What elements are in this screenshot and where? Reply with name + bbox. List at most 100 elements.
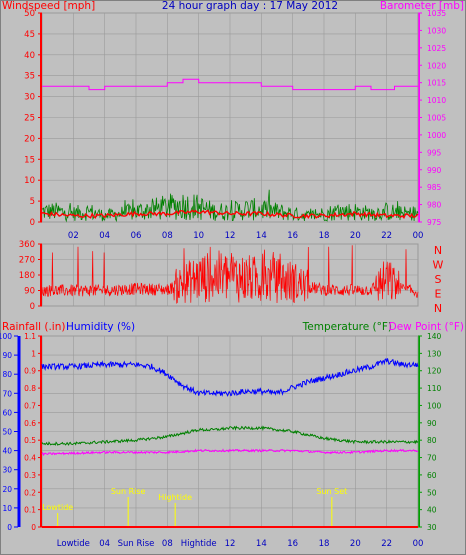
temperature-tick-label: 80: [427, 436, 437, 445]
barometer-tick-label: 1000: [427, 131, 446, 140]
hour-tick-label: 12: [225, 539, 236, 549]
barometer-tick-label: 985: [427, 183, 442, 192]
temperature-tick-label: 140: [427, 332, 442, 341]
compass-direction-label: N: [434, 244, 442, 257]
hour-tick-label: 14: [256, 231, 267, 241]
rain-tick-label: 0: [31, 523, 36, 532]
temperature-tick-label: 60: [427, 471, 437, 480]
temperature-tick-label: 40: [427, 506, 437, 515]
windspeed-tick-label: 20: [24, 134, 35, 144]
rain-tick-label: 0.1: [24, 506, 36, 515]
event-marker-label: Lowtide: [42, 503, 73, 512]
direction-tick-label: 270: [19, 256, 35, 266]
hour-tick-label: 14: [256, 539, 267, 549]
hour-tick-label: 22: [381, 539, 392, 549]
barometer-tick-label: 980: [427, 201, 442, 210]
humidity-tick-label: 80: [2, 370, 12, 379]
dewpoint-trace: [41, 448, 419, 457]
event-marker-label: Sun Set: [316, 487, 347, 496]
event-axis-label: Sun Rise: [118, 539, 155, 549]
compass-direction-label: S: [435, 273, 442, 286]
rain-tick-label: 0.2: [24, 488, 36, 497]
windspeed-tick-label: 15: [24, 155, 35, 165]
humidity-tick-label: 30: [2, 466, 12, 475]
rain-tick-label: 0.6: [24, 419, 36, 428]
rain-tick-label: 0.4: [24, 454, 36, 463]
windspeed-tick-label: 35: [24, 72, 35, 82]
barometer-line: [42, 78, 418, 91]
rain-tick-label: 0.8: [24, 384, 36, 393]
barometer-tick-label: 1025: [427, 44, 446, 53]
barometer-tick-label: 1010: [427, 96, 446, 105]
hour-tick-label: 18: [319, 231, 330, 241]
direction-tick-label: 180: [19, 271, 35, 281]
hour-tick-label: 22: [381, 231, 392, 241]
humidity-tick-label: 70: [2, 389, 12, 398]
compass-direction-label: E: [435, 288, 442, 301]
temperature-tick-label: 90: [427, 419, 437, 428]
humidity-trace: [41, 358, 419, 397]
hour-tick-label: 04: [99, 539, 110, 549]
direction-tick-label: 0: [30, 302, 35, 312]
temperature-tick-label: 70: [427, 454, 437, 463]
compass-direction-label: N: [434, 302, 442, 315]
event-axis-label: Lowtide: [57, 539, 90, 549]
dewpoint-axis-title: Dew Point (°F): [389, 321, 464, 333]
temperature-trace: [41, 425, 419, 446]
humidity-tick-label: 50: [2, 428, 12, 437]
temperature-tick-label: 120: [427, 367, 442, 376]
hour-tick-label: 16: [287, 539, 298, 549]
humidity-tick-label: 60: [2, 408, 12, 417]
humidity-tick-label: 40: [2, 447, 12, 456]
temperature-tick-label: 30: [427, 523, 437, 532]
windspeed-axis-title: Windspeed [mph]: [2, 0, 95, 12]
barometer-tick-label: 995: [427, 148, 442, 157]
barometer-tick-label: 990: [427, 166, 442, 175]
windspeed-tick-label: 5: [30, 197, 35, 207]
rain-tick-label: 0.9: [24, 367, 36, 376]
rain-tick-label: 0.5: [24, 436, 36, 445]
temperature-axis-title: Temperature (°F): [302, 321, 392, 333]
humidity-tick-label: 0: [7, 523, 12, 532]
temperature-tick-label: 130: [427, 349, 442, 358]
rainfall-axis-title: Rainfall (.in): [2, 321, 65, 333]
barometer-tick-label: 1005: [427, 114, 446, 123]
humidity-axis-title: Humidity (%): [66, 321, 135, 333]
windspeed-tick-label: 25: [24, 114, 35, 124]
barometer-tick-label: 1030: [427, 26, 446, 35]
humidity-tick-label: 100: [0, 332, 12, 341]
humidity-tick-label: 10: [2, 504, 12, 513]
windspeed-tick-label: 0: [30, 218, 35, 228]
windspeed-tick-label: 45: [24, 30, 35, 40]
direction-tick-label: 90: [24, 287, 35, 297]
wind-barometer-panel: 0510152025303540455097598098599099510001…: [24, 9, 446, 241]
hour-tick-label: 20: [350, 539, 361, 549]
windspeed-tick-label: 50: [24, 9, 35, 19]
barometer-axis-title: Barometer [mb]: [380, 0, 464, 12]
hour-tick-label: 02: [68, 231, 79, 241]
windspeed-tick-label: 40: [24, 51, 35, 61]
hour-tick-label: 00: [413, 539, 424, 549]
hour-tick-label: 00: [413, 231, 424, 241]
temperature-humidity-panel: 010203040506070809010000.10.20.30.40.50.…: [0, 332, 442, 549]
windspeed-average-trace: [41, 209, 419, 220]
hour-tick-label: 06: [131, 231, 142, 241]
rain-tick-label: 0.7: [24, 401, 36, 410]
chart-title: 24 hour graph day : 17 May 2012: [162, 0, 338, 12]
rain-tick-label: 1.1: [24, 332, 36, 341]
rain-tick-label: 1: [31, 349, 36, 358]
humidity-tick-label: 90: [2, 351, 12, 360]
hour-tick-label: 16: [287, 231, 298, 241]
temperature-tick-label: 110: [427, 384, 442, 393]
hour-tick-label: 08: [162, 231, 173, 241]
hour-tick-label: 18: [319, 539, 330, 549]
temperature-tick-label: 100: [427, 401, 442, 410]
hour-tick-label: 12: [225, 231, 236, 241]
hour-tick-label: 08: [162, 539, 173, 549]
rain-tick-label: 0.3: [24, 471, 36, 480]
wind-direction-trace: [41, 245, 419, 304]
hour-tick-label: 04: [99, 231, 110, 241]
barometer-tick-label: 975: [427, 218, 442, 227]
